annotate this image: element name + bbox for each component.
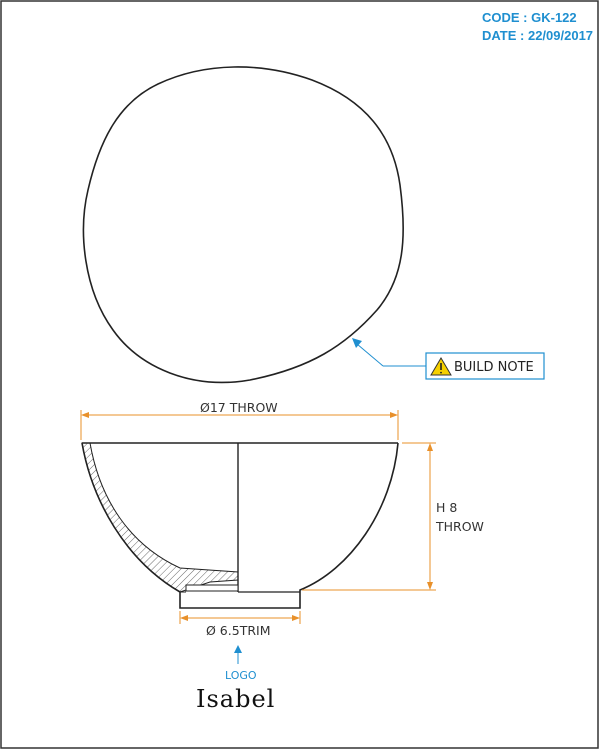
build-note-label: BUILD NOTE [454, 360, 534, 375]
wall-section-hatch [81, 442, 239, 593]
foot-ring-detail [185, 584, 239, 592]
code-label: CODE : GK-122 [482, 10, 577, 25]
date-label: DATE : 22/09/2017 [482, 28, 593, 43]
height-dimension: H 8 THROW [302, 442, 484, 591]
height-label-line1: H 8 [436, 500, 457, 515]
height-label-line2: THROW [435, 519, 484, 534]
build-note-leader [352, 338, 426, 367]
bowl-outer-profile [81, 442, 399, 609]
bowl-section-view [81, 442, 399, 609]
build-note-callout: BUILD NOTE [425, 352, 545, 380]
top-diameter-label: Ø17 THROW [200, 400, 278, 415]
warning-icon [430, 357, 452, 376]
base-diameter-dimension: Ø 6.5TRIM [179, 611, 301, 638]
logo-label: LOGO [225, 669, 257, 682]
top-view-outline [82, 66, 404, 384]
logo-pointer: LOGO [225, 645, 257, 682]
base-diameter-label: Ø 6.5TRIM [206, 623, 270, 638]
top-diameter-dimension: Ø17 THROW [80, 400, 399, 440]
logo-name: Isabel [196, 685, 275, 713]
